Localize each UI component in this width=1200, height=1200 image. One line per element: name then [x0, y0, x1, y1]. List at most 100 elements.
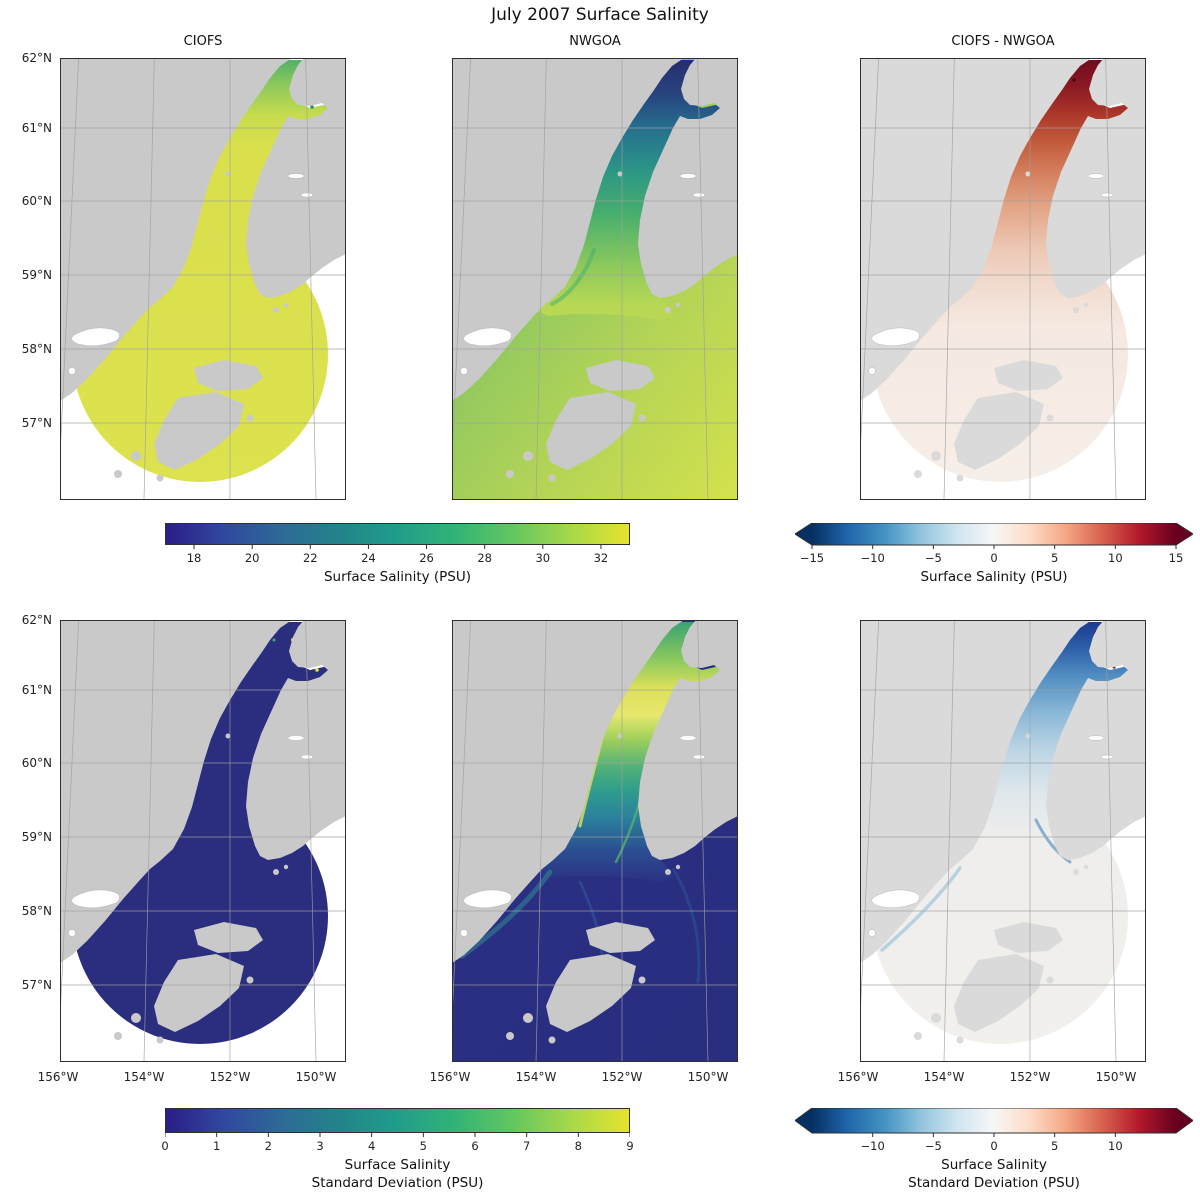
lake [679, 173, 697, 179]
gridline-meridian [452, 58, 471, 465]
colorbar-tick-label: 5 [1050, 1139, 1059, 1153]
gridline-meridian [305, 620, 317, 1062]
colorbar-tick-label: 7 [522, 1139, 531, 1153]
island [273, 307, 279, 313]
colorbar-cb-salinity [165, 523, 630, 550]
panel-diff-mean [860, 58, 1146, 500]
panel-title-nwgoa-mean: NWGOA [569, 34, 621, 49]
island [914, 1032, 922, 1040]
island [1046, 976, 1054, 984]
lake [463, 327, 512, 347]
colorbar-tick-label: 5 [419, 1139, 427, 1153]
map-frame [860, 620, 1146, 1062]
lake [300, 754, 314, 760]
map-svg [452, 620, 738, 1062]
map-frame [860, 58, 1146, 500]
colorbar-tick-label: 22 [302, 551, 318, 565]
land-mainland-west [860, 58, 1092, 401]
island [546, 954, 636, 1032]
lat-tick-label: 60°N [21, 194, 52, 208]
land-mainland-west [860, 620, 1092, 963]
colorbar-svg [165, 523, 630, 549]
island [283, 864, 289, 870]
field-detail [1034, 818, 1072, 864]
island [617, 171, 623, 177]
island [155, 288, 165, 298]
island [1073, 307, 1079, 313]
colorbar-tick-label: 2 [264, 1139, 272, 1153]
island [155, 850, 165, 860]
colorbar-svg [164, 1108, 631, 1137]
colorbar-tick-label: 9 [626, 1139, 634, 1153]
field-detail [272, 638, 276, 642]
lake [287, 735, 305, 741]
panel-diff-std [860, 620, 1146, 1062]
island [225, 171, 231, 177]
gridline-meridian [535, 620, 547, 1062]
lake [871, 889, 920, 909]
island [225, 733, 231, 739]
colorbar-cb-std-diff [794, 1107, 1194, 1138]
lon-tick-label: 154°W [515, 1070, 557, 1084]
field-detail [672, 868, 701, 984]
gridline-meridian [860, 620, 879, 1027]
colorbar-svg [794, 522, 1194, 549]
colorbar-tick-label: 10 [1108, 1139, 1123, 1153]
gridline-meridian [305, 58, 317, 500]
gridline-meridian [60, 58, 79, 465]
lat-tick-label: 57°N [21, 416, 52, 430]
island [955, 850, 965, 860]
field-detail [315, 668, 319, 672]
colorbar-tick-label: 32 [593, 551, 609, 565]
map-svg [60, 58, 346, 500]
island [156, 1036, 164, 1044]
island [273, 869, 279, 875]
lake [68, 929, 76, 937]
colorbar-label: Surface Salinity [941, 1157, 1047, 1173]
island [548, 474, 556, 482]
lake [463, 889, 512, 909]
colorbar-label: Surface Salinity (PSU) [920, 569, 1068, 585]
field-detail [310, 105, 314, 109]
lat-tick-label: 61°N [21, 683, 52, 697]
lat-tick-label: 57°N [21, 978, 52, 992]
lake [1087, 173, 1105, 179]
lon-tick-label: 156°W [837, 1070, 879, 1084]
lake [1087, 735, 1105, 741]
lon-tick-label: 150°W [295, 1070, 337, 1084]
panel-nwgoa-std [452, 620, 738, 1062]
colorbar-gradient [812, 1108, 1176, 1133]
colorbar-tick-label: 0 [990, 1139, 998, 1153]
colorbar-tick-label: 4 [367, 1139, 376, 1153]
lake [68, 367, 76, 375]
lon-tick-label: 156°W [429, 1070, 471, 1084]
island [994, 922, 1063, 953]
lake [460, 367, 468, 375]
colorbar-label: Surface Salinity [344, 1157, 451, 1173]
colorbar-arrow-right [1176, 523, 1193, 545]
colorbar-tick-label: 1 [212, 1139, 221, 1153]
island [114, 1032, 122, 1040]
colorbar-svg [794, 1107, 1194, 1137]
island [246, 414, 254, 422]
island [154, 392, 244, 470]
island [931, 451, 941, 461]
colorbar-label: Standard Deviation (PSU) [908, 1175, 1080, 1191]
island [1025, 733, 1031, 739]
colorbar-gradient [165, 1108, 630, 1133]
colorbar-tick-label: −5 [924, 551, 942, 565]
field-detail [880, 866, 962, 952]
lat-tick-label: 59°N [21, 830, 52, 844]
colorbar-arrow-left [795, 1108, 812, 1133]
colorbar-tick-label: 26 [419, 551, 434, 565]
gridline-meridian [1105, 58, 1117, 500]
lake [868, 929, 876, 937]
field-detail [1072, 78, 1076, 82]
figure-title: July 2007 Surface Salinity [491, 5, 709, 25]
colorbar-tick-label: 10 [1108, 551, 1123, 565]
island [994, 360, 1063, 391]
map-frame [452, 620, 738, 1062]
island [547, 288, 557, 298]
island [131, 1013, 141, 1023]
gridline-meridian [535, 58, 547, 500]
